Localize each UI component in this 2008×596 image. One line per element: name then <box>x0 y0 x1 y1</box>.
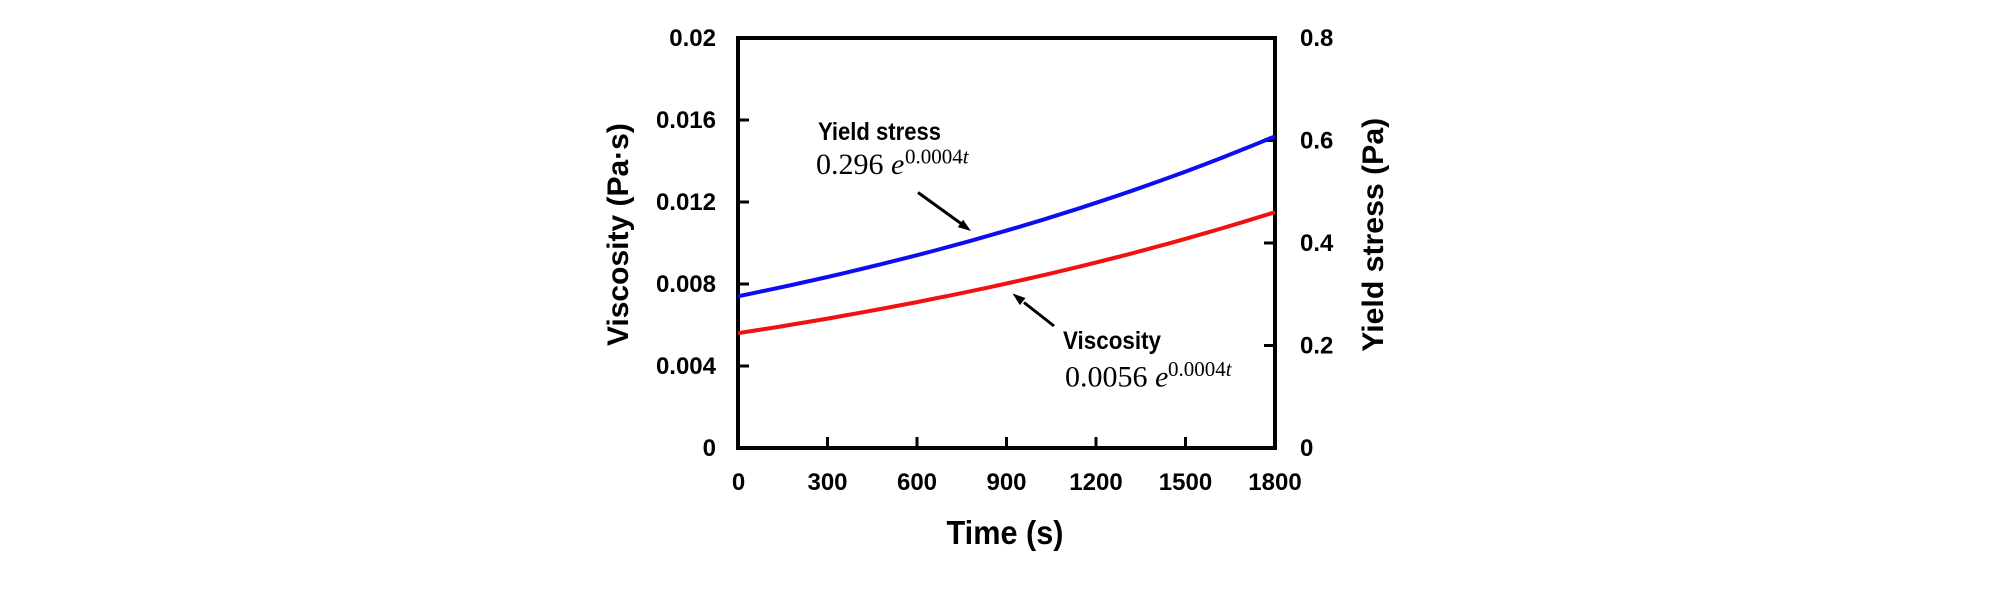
svg-text:0.012: 0.012 <box>656 189 716 216</box>
svg-text:0.8: 0.8 <box>1300 25 1333 52</box>
svg-text:300: 300 <box>807 469 847 496</box>
svg-text:0.016: 0.016 <box>656 107 716 134</box>
svg-text:Viscosity (Pa·s): Viscosity (Pa·s) <box>602 123 635 346</box>
svg-text:0: 0 <box>732 469 745 496</box>
svg-text:0: 0 <box>703 435 716 462</box>
svg-text:0: 0 <box>1300 435 1313 462</box>
svg-text:0.004: 0.004 <box>656 353 717 380</box>
svg-text:900: 900 <box>986 469 1026 496</box>
svg-text:1800: 1800 <box>1248 469 1301 496</box>
svg-text:0.6: 0.6 <box>1300 128 1333 155</box>
svg-text:600: 600 <box>897 469 937 496</box>
svg-text:0.0004t: 0.0004t <box>905 145 970 169</box>
svg-text:0.296 e: 0.296 e <box>816 148 904 181</box>
svg-text:0.4: 0.4 <box>1300 230 1334 257</box>
svg-text:1200: 1200 <box>1069 469 1122 496</box>
svg-text:0.2: 0.2 <box>1300 333 1333 360</box>
svg-text:0.02: 0.02 <box>669 25 716 52</box>
svg-text:Viscosity: Viscosity <box>1063 327 1161 355</box>
svg-text:0.0056 e: 0.0056 e <box>1065 361 1168 394</box>
svg-text:Yield stress (Pa): Yield stress (Pa) <box>1357 118 1390 352</box>
svg-text:0.0004t: 0.0004t <box>1168 357 1233 381</box>
svg-text:Time (s): Time (s) <box>947 514 1064 551</box>
svg-text:Yield stress: Yield stress <box>818 118 941 146</box>
svg-text:0.008: 0.008 <box>656 271 716 298</box>
svg-text:1500: 1500 <box>1159 469 1212 496</box>
